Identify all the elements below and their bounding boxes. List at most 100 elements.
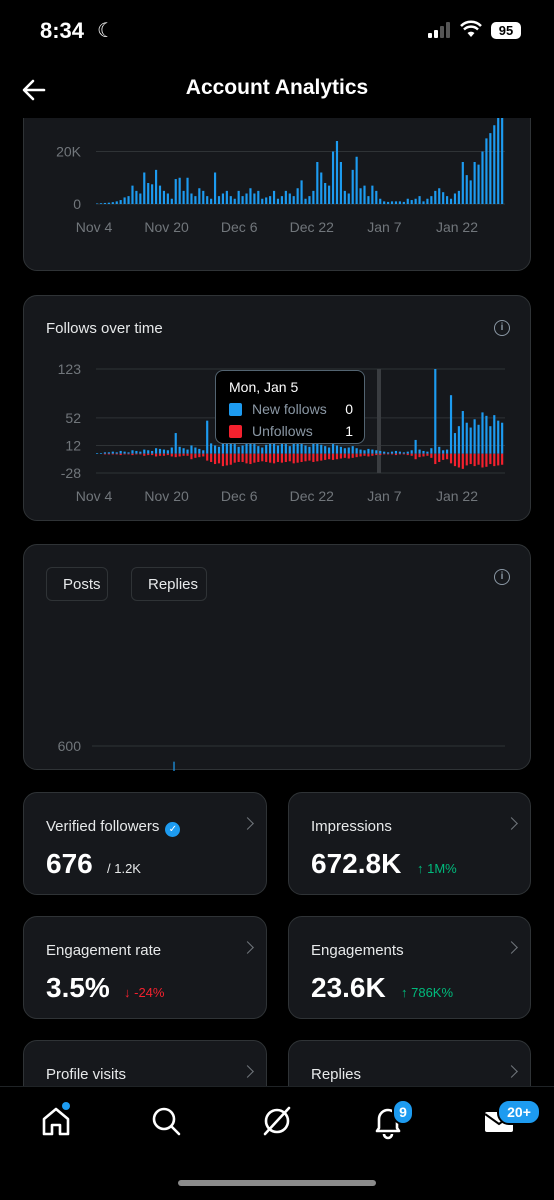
new-follows-bar bbox=[131, 450, 134, 454]
unfollows-bar bbox=[186, 453, 189, 456]
new-follows-bar bbox=[343, 448, 346, 454]
x-tick-label: Dec 6 bbox=[221, 488, 258, 504]
metric-card-engagements[interactable]: Engagements 23.6K ↑ 786K% bbox=[288, 916, 531, 1019]
impressions-bar bbox=[296, 188, 299, 204]
impressions-bar bbox=[387, 201, 390, 204]
impressions-bar bbox=[339, 162, 342, 204]
unfollows-bar bbox=[320, 453, 323, 461]
impressions-bar bbox=[178, 177, 181, 204]
unfollows-bar bbox=[237, 453, 240, 462]
metric-card-verified-followers[interactable]: Verified followers ✓ 676 / 1.2K bbox=[23, 792, 267, 895]
search-icon[interactable] bbox=[146, 1101, 186, 1141]
unfollows-bar bbox=[339, 453, 342, 459]
new-follows-bar bbox=[265, 444, 268, 454]
metric-title: Engagement rate bbox=[46, 942, 162, 959]
impressions-bar bbox=[312, 190, 315, 204]
impressions-bar bbox=[453, 193, 457, 204]
metric-card-engagement-rate[interactable]: Engagement rate 3.5% ↓ -24% bbox=[23, 916, 267, 1019]
grok-icon[interactable] bbox=[257, 1101, 297, 1141]
new-follows-bar bbox=[434, 369, 437, 454]
unfollows-bar bbox=[501, 453, 504, 465]
unfollows-bar bbox=[107, 453, 110, 455]
status-bar: 8:34 ☾ 95 bbox=[0, 0, 554, 62]
legend-replies[interactable]: Replies bbox=[131, 567, 207, 601]
unfollows-bar bbox=[347, 453, 350, 459]
new-follows-bar bbox=[422, 450, 425, 454]
impressions-bar bbox=[272, 190, 276, 204]
impressions-bar bbox=[394, 201, 398, 204]
legend-posts-label: Posts bbox=[63, 575, 101, 593]
new-follows-bar bbox=[410, 450, 413, 454]
impressions-bar bbox=[355, 156, 358, 204]
unfollows-bar bbox=[276, 453, 280, 462]
unfollows-bar bbox=[324, 453, 327, 460]
x-tick-label: Nov 4 bbox=[76, 219, 113, 235]
impressions-bar bbox=[481, 151, 484, 204]
new-follows-bar bbox=[292, 438, 295, 454]
impressions-bar bbox=[139, 193, 142, 204]
unfollows-bar bbox=[497, 453, 500, 466]
impressions-bar bbox=[206, 196, 209, 204]
new-follows-bar bbox=[174, 433, 177, 454]
new-follows-bar bbox=[453, 433, 457, 454]
legend-posts[interactable]: Posts bbox=[46, 567, 108, 601]
new-follows-bar bbox=[158, 448, 162, 454]
impressions-bar bbox=[347, 193, 350, 204]
unfollows-bar bbox=[461, 453, 464, 469]
metric-card-impressions[interactable]: Impressions 672.8K ↑ 1M% bbox=[288, 792, 531, 895]
impressions-bar bbox=[367, 196, 370, 204]
unfollows-bar bbox=[426, 453, 429, 456]
back-arrow-icon[interactable] bbox=[20, 76, 48, 104]
info-icon[interactable]: i bbox=[494, 320, 510, 336]
new-follows-bar bbox=[166, 450, 169, 454]
impressions-bar bbox=[202, 190, 205, 204]
wifi-icon bbox=[460, 20, 482, 37]
metric-value: 23.6K bbox=[311, 972, 386, 1003]
impressions-bar bbox=[198, 188, 201, 204]
unfollows-bar bbox=[139, 453, 142, 455]
page-title: Account Analytics bbox=[185, 76, 369, 99]
home-icon[interactable] bbox=[36, 1101, 76, 1141]
impressions-chart-card: 20K 0 Nov 4 Nov 20 Dec 6 Dec 22 Jan 7 Jan 22 bbox=[23, 118, 531, 271]
metric-card-replies[interactable]: Replies bbox=[288, 1040, 531, 1086]
moon-icon: ☾ bbox=[97, 20, 115, 42]
impressions-bar bbox=[379, 198, 382, 204]
verified-badge-icon: ✓ bbox=[165, 822, 181, 837]
impressions-bar bbox=[457, 190, 460, 204]
unfollows-bar bbox=[182, 453, 185, 456]
metric-delta: ↑ 1M% bbox=[417, 861, 457, 876]
analytics-scroll-area[interactable]: 20K 0 Nov 4 Nov 20 Dec 6 Dec 22 Jan 7 Jan 22 Fo… bbox=[0, 118, 554, 1086]
unfollows-bar bbox=[111, 453, 114, 455]
bell-icon[interactable] bbox=[368, 1101, 408, 1141]
impressions-bar bbox=[489, 133, 492, 204]
unfollows-bar bbox=[123, 453, 126, 455]
impressions-bar bbox=[414, 198, 417, 204]
unfollows-bar bbox=[442, 453, 445, 460]
unfollows-bar bbox=[210, 453, 213, 462]
unfollows-bar bbox=[312, 453, 315, 462]
tooltip-value: 0 bbox=[345, 401, 353, 417]
new-follows-bar bbox=[316, 442, 319, 454]
unfollows-bar bbox=[119, 453, 122, 456]
impressions-bar bbox=[418, 196, 421, 204]
unfollows-bar bbox=[147, 453, 150, 456]
info-icon[interactable]: i bbox=[494, 569, 510, 585]
unfollows-bar bbox=[383, 453, 386, 455]
unfollows-bar bbox=[265, 453, 268, 462]
impressions-bar bbox=[469, 180, 472, 204]
new-follows-bar bbox=[210, 443, 213, 454]
impressions-bar bbox=[186, 177, 189, 204]
impressions-bar bbox=[371, 185, 374, 204]
new-follows-bar bbox=[449, 395, 453, 454]
new-follows-bar bbox=[241, 445, 244, 454]
impressions-bar bbox=[449, 198, 453, 204]
new-follows-bar bbox=[359, 449, 362, 454]
metric-card-profile-visits[interactable]: Profile visits bbox=[23, 1040, 267, 1086]
new-follows-bar bbox=[426, 451, 429, 454]
impressions-bar bbox=[190, 193, 193, 204]
impressions-bar bbox=[123, 197, 126, 204]
x-tick-label: Nov 20 bbox=[144, 488, 189, 504]
impressions-bar bbox=[237, 190, 240, 204]
follows-chart[interactable]: 123 52 12 -28 Nov 4 Nov 20 Dec 6 Dec 22 Jan 7 Jan… bbox=[24, 296, 532, 522]
unfollows-bar bbox=[135, 453, 138, 455]
